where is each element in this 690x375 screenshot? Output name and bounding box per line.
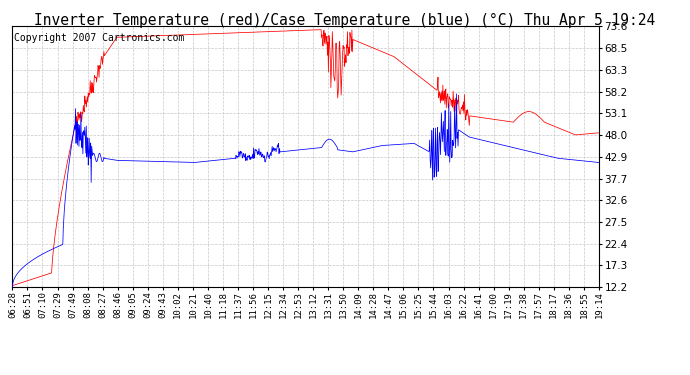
Text: Copyright 2007 Cartronics.com: Copyright 2007 Cartronics.com bbox=[14, 33, 184, 43]
Text: Inverter Temperature (red)/Case Temperature (blue) (°C) Thu Apr 5 19:24: Inverter Temperature (red)/Case Temperat… bbox=[34, 13, 655, 28]
